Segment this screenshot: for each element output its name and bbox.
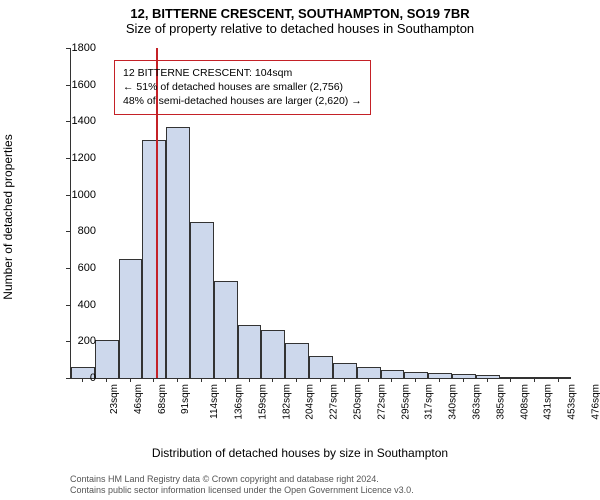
histogram-bar (238, 325, 262, 378)
x-tick-label: 431sqm (543, 384, 554, 420)
histogram-bar (119, 259, 143, 378)
histogram-bar (142, 140, 166, 378)
x-tick (106, 378, 107, 382)
y-tick-label: 1200 (56, 152, 96, 164)
x-tick-label: 227sqm (329, 384, 340, 420)
y-tick-label: 1400 (56, 115, 96, 127)
y-tick (66, 195, 70, 196)
y-tick-label: 1600 (56, 79, 96, 91)
y-tick (66, 341, 70, 342)
histogram-bar (381, 370, 405, 378)
x-tick (130, 378, 131, 382)
x-tick (296, 378, 297, 382)
attribution-footer: Contains HM Land Registry data © Crown c… (70, 474, 414, 497)
x-tick-label: 317sqm (424, 384, 435, 420)
x-tick (320, 378, 321, 382)
chart-container: 12, BITTERNE CRESCENT, SOUTHAMPTON, SO19… (0, 0, 600, 500)
y-tick (66, 48, 70, 49)
x-tick (368, 378, 369, 382)
x-tick-label: 453sqm (567, 384, 578, 420)
y-tick (66, 268, 70, 269)
x-tick (249, 378, 250, 382)
x-tick (391, 378, 392, 382)
x-tick-label: 385sqm (495, 384, 506, 420)
x-tick (177, 378, 178, 382)
x-tick (201, 378, 202, 382)
chart-title-description: Size of property relative to detached ho… (0, 21, 600, 44)
x-tick-label: 46sqm (133, 384, 144, 414)
histogram-bar (333, 363, 357, 378)
x-tick (225, 378, 226, 382)
x-tick (272, 378, 273, 382)
y-tick-label: 1000 (56, 189, 96, 201)
x-tick-label: 136sqm (234, 384, 245, 420)
y-tick (66, 378, 70, 379)
y-tick-label: 600 (56, 262, 96, 274)
histogram-bar (309, 356, 333, 378)
x-tick-label: 68sqm (157, 384, 168, 414)
y-tick (66, 305, 70, 306)
x-tick-label: 114sqm (209, 384, 220, 419)
x-tick-label: 272sqm (376, 384, 387, 420)
x-tick-label: 476sqm (591, 384, 600, 420)
footer-line2: Contains public sector information licen… (70, 485, 414, 496)
x-tick (82, 378, 83, 382)
x-tick (558, 378, 559, 382)
histogram-bar (190, 222, 214, 378)
x-tick (415, 378, 416, 382)
y-tick (66, 121, 70, 122)
y-tick-label: 0 (56, 372, 96, 384)
histogram-bar (95, 340, 119, 379)
histogram-bar (285, 343, 309, 378)
histogram-bar (357, 367, 381, 378)
x-tick (153, 378, 154, 382)
histogram-bar (261, 330, 285, 378)
x-tick (439, 378, 440, 382)
x-tick (510, 378, 511, 382)
x-tick (534, 378, 535, 382)
y-tick (66, 231, 70, 232)
y-tick-label: 400 (56, 299, 96, 311)
y-tick (66, 85, 70, 86)
x-tick-label: 295sqm (400, 384, 411, 420)
x-tick-label: 204sqm (305, 384, 316, 420)
annotation-line2: ← 51% of detached houses are smaller (2,… (123, 80, 362, 94)
x-tick-label: 159sqm (257, 384, 268, 420)
x-tick (344, 378, 345, 382)
x-tick-label: 23sqm (109, 384, 120, 414)
histogram-bar (214, 281, 238, 378)
y-tick-label: 800 (56, 225, 96, 237)
y-axis-label: Number of detached properties (1, 134, 15, 299)
annotation-box: 12 BITTERNE CRESCENT: 104sqm ← 51% of de… (114, 60, 371, 115)
y-tick (66, 158, 70, 159)
x-tick-label: 182sqm (281, 384, 292, 420)
x-tick-label: 250sqm (353, 384, 364, 420)
footer-line1: Contains HM Land Registry data © Crown c… (70, 474, 414, 485)
annotation-line1: 12 BITTERNE CRESCENT: 104sqm (123, 66, 362, 80)
x-tick (487, 378, 488, 382)
y-tick-label: 200 (56, 335, 96, 347)
histogram-bar (166, 127, 190, 378)
chart-title-address: 12, BITTERNE CRESCENT, SOUTHAMPTON, SO19… (0, 0, 600, 21)
x-tick-label: 363sqm (472, 384, 483, 420)
x-axis-label: Distribution of detached houses by size … (0, 446, 600, 460)
annotation-line3: 48% of semi-detached houses are larger (… (123, 94, 362, 108)
y-tick-label: 1800 (56, 42, 96, 54)
x-tick (463, 378, 464, 382)
x-tick-label: 408sqm (519, 384, 530, 420)
x-tick-label: 340sqm (448, 384, 459, 420)
x-tick-label: 91sqm (180, 384, 191, 414)
